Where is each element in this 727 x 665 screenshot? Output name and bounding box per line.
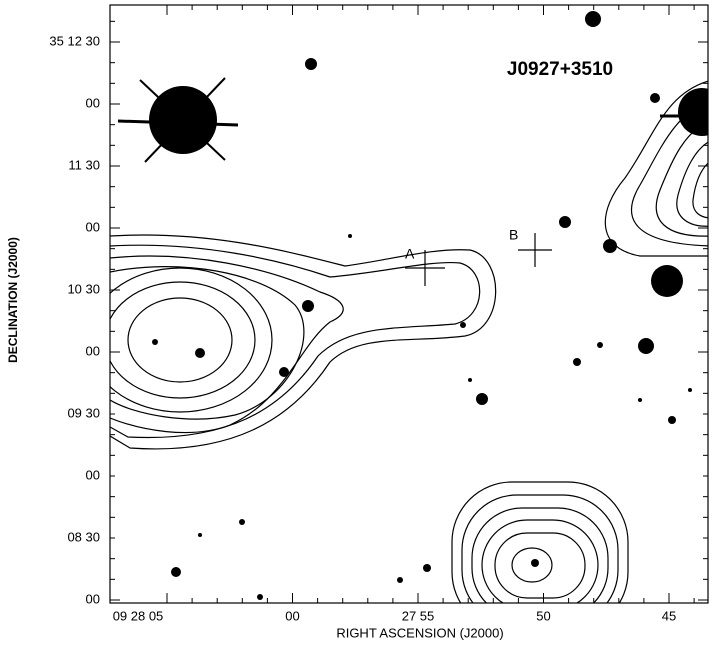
star xyxy=(531,559,539,567)
star xyxy=(476,393,488,405)
contour xyxy=(451,481,629,603)
contour xyxy=(481,519,599,603)
contour xyxy=(110,266,305,420)
contour xyxy=(655,121,708,237)
x-tick-label: 45 xyxy=(662,608,676,623)
star xyxy=(597,342,603,348)
contour xyxy=(110,255,344,434)
star xyxy=(603,239,617,253)
contour xyxy=(511,547,553,583)
axis-ticks xyxy=(110,5,708,603)
star xyxy=(638,338,654,354)
image-area xyxy=(110,11,708,603)
star xyxy=(305,58,317,70)
star xyxy=(279,367,289,377)
contour xyxy=(127,297,233,383)
stars xyxy=(152,11,692,600)
title: J0927+3510 xyxy=(507,59,613,80)
y-tick-label: 11 30 xyxy=(68,157,100,172)
marker-label: B xyxy=(509,227,518,243)
star xyxy=(239,519,245,525)
marker-cross xyxy=(405,233,552,286)
star xyxy=(257,594,263,600)
x-tick-label: 09 28 05 xyxy=(113,608,164,623)
star xyxy=(348,234,352,238)
star xyxy=(171,567,181,577)
star xyxy=(302,300,314,312)
star xyxy=(651,265,683,297)
contour xyxy=(494,532,586,599)
contour xyxy=(471,507,609,603)
contour xyxy=(676,141,708,227)
x-tick-label: 00 xyxy=(285,608,299,623)
x-tick-label: 50 xyxy=(536,608,550,623)
contour xyxy=(110,281,256,399)
contour xyxy=(692,162,708,219)
star xyxy=(397,577,403,583)
x-axis-label: RIGHT ASCENSION (J2000) xyxy=(336,625,503,640)
contour xyxy=(461,494,619,603)
y-tick-label: 08 30 xyxy=(67,529,100,544)
contour xyxy=(110,234,497,450)
contour xyxy=(110,267,273,413)
star xyxy=(195,348,205,358)
y-axis-label: DECLINATION (J2000) xyxy=(6,237,20,363)
star xyxy=(423,564,431,572)
y-tick-label: 00 xyxy=(86,591,100,606)
star xyxy=(198,533,202,537)
star xyxy=(573,358,581,366)
x-tick-label: 27 55 xyxy=(402,608,435,623)
y-tick-label: 35 12 30 xyxy=(49,33,100,48)
star xyxy=(668,416,676,424)
star xyxy=(468,378,472,382)
star xyxy=(559,216,571,228)
star xyxy=(117,77,239,163)
y-tick-label: 09 30 xyxy=(67,405,100,420)
star xyxy=(638,398,642,402)
y-tick-label: 00 xyxy=(86,219,100,234)
star xyxy=(660,88,708,136)
contour xyxy=(110,244,481,439)
plot-frame xyxy=(109,4,709,604)
star xyxy=(688,388,692,392)
star xyxy=(585,11,601,27)
y-tick-label: 10 30 xyxy=(67,281,100,296)
star xyxy=(650,93,660,103)
y-tick-label: 00 xyxy=(86,95,100,110)
star xyxy=(460,322,466,328)
y-tick-label: 00 xyxy=(86,467,100,482)
y-tick-label: 00 xyxy=(86,343,100,358)
marker-label: A xyxy=(405,246,415,262)
star xyxy=(152,339,158,345)
